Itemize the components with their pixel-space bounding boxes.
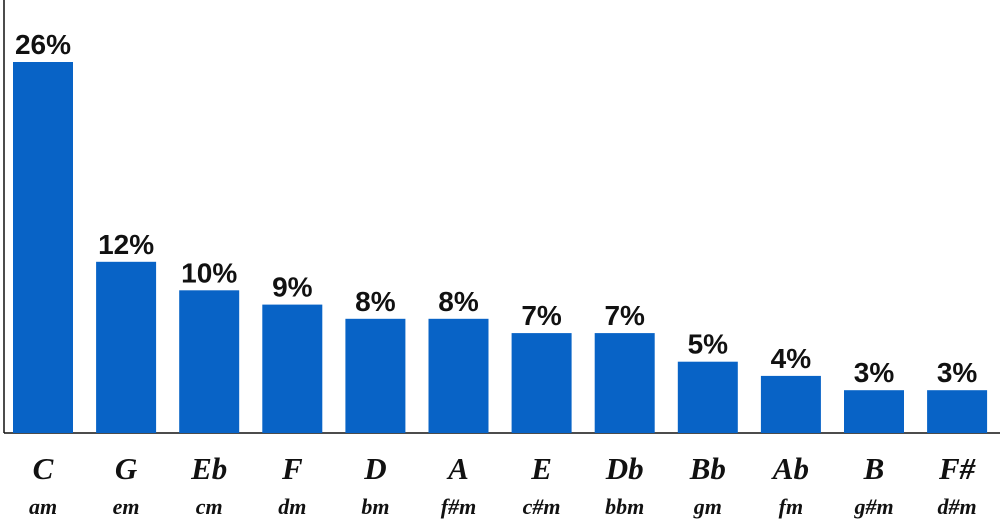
sub-label-cm: cm <box>196 494 223 519</box>
bar-F# <box>927 390 988 433</box>
sub-labels-group: am em cm dm bm f#m c#m bbm gm fm g#m d#m <box>29 494 977 519</box>
bar-G <box>96 261 157 433</box>
sub-label-em: em <box>113 494 140 519</box>
bar-Eb <box>179 290 240 433</box>
bar-D <box>345 318 406 433</box>
sub-label-f#m: f#m <box>441 494 476 519</box>
value-label-C: 26% <box>15 29 71 60</box>
value-label-Eb: 10% <box>181 257 237 288</box>
value-label-F: 9% <box>272 272 313 303</box>
sub-label-d#m: d#m <box>938 494 977 519</box>
category-label-C: C <box>33 451 54 486</box>
value-label-Db: 7% <box>604 300 645 331</box>
sub-label-gm: gm <box>693 494 722 519</box>
category-label-A: A <box>446 451 469 486</box>
category-label-Ab: Ab <box>771 451 809 486</box>
value-label-F#: 3% <box>937 357 978 388</box>
bar-Ab <box>760 375 821 433</box>
bar-C <box>13 62 73 433</box>
category-label-B: B <box>863 451 885 486</box>
bar-F <box>262 304 323 433</box>
bar-B <box>844 390 904 433</box>
category-labels-group: C G Eb F D A E Db Bb Ab B F# <box>33 451 977 486</box>
bar-A <box>428 318 489 433</box>
value-label-E: 7% <box>521 300 562 331</box>
value-label-A: 8% <box>438 286 479 317</box>
bar-E <box>511 333 572 433</box>
category-label-D: D <box>363 451 386 486</box>
bar-Bb <box>677 361 738 433</box>
value-label-Ab: 4% <box>771 343 812 374</box>
category-label-G: G <box>115 451 138 486</box>
sub-label-bm: bm <box>361 494 389 519</box>
sub-label-dm: dm <box>278 494 306 519</box>
category-label-Bb: Bb <box>689 451 726 486</box>
sub-label-fm: fm <box>779 494 803 519</box>
category-label-Eb: Eb <box>190 451 227 486</box>
sub-label-bbm: bbm <box>605 494 644 519</box>
sub-label-c#m: c#m <box>523 494 561 519</box>
category-label-Db: Db <box>605 451 644 486</box>
category-label-E: E <box>530 451 552 486</box>
bar-Db <box>594 333 655 433</box>
value-label-B: 3% <box>854 357 895 388</box>
value-labels-group: 26% 12% 10% 9% 8% 8% 7% 7% 5% 4% 3% 3% <box>15 29 977 388</box>
category-label-F#: F# <box>938 451 977 486</box>
value-label-G: 12% <box>98 229 154 260</box>
sub-label-g#m: g#m <box>853 494 893 519</box>
sub-label-am: am <box>29 494 57 519</box>
value-label-Bb: 5% <box>688 329 729 360</box>
category-label-F: F <box>281 451 303 486</box>
value-label-D: 8% <box>355 286 396 317</box>
bars-group <box>13 62 988 433</box>
